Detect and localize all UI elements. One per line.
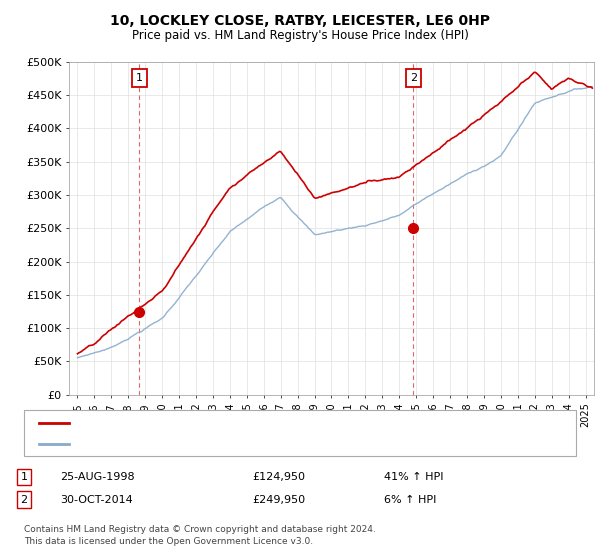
Text: 1: 1 [136,73,143,83]
Text: 30-OCT-2014: 30-OCT-2014 [60,494,133,505]
Text: HPI: Average price, detached house, Hinckley and Bosworth: HPI: Average price, detached house, Hinc… [75,438,388,449]
Text: £249,950: £249,950 [252,494,305,505]
Text: Contains HM Land Registry data © Crown copyright and database right 2024.: Contains HM Land Registry data © Crown c… [24,525,376,534]
Text: 1: 1 [20,472,28,482]
Text: Price paid vs. HM Land Registry's House Price Index (HPI): Price paid vs. HM Land Registry's House … [131,29,469,42]
Text: 10, LOCKLEY CLOSE, RATBY, LEICESTER, LE6 0HP: 10, LOCKLEY CLOSE, RATBY, LEICESTER, LE6… [110,14,490,28]
Text: 2: 2 [410,73,417,83]
Text: 2: 2 [20,494,28,505]
Text: 25-AUG-1998: 25-AUG-1998 [60,472,134,482]
Text: 41% ↑ HPI: 41% ↑ HPI [384,472,443,482]
Text: This data is licensed under the Open Government Licence v3.0.: This data is licensed under the Open Gov… [24,537,313,546]
Text: £124,950: £124,950 [252,472,305,482]
Text: 10, LOCKLEY CLOSE, RATBY, LEICESTER, LE6 0HP (detached house): 10, LOCKLEY CLOSE, RATBY, LEICESTER, LE6… [75,418,424,428]
Text: 6% ↑ HPI: 6% ↑ HPI [384,494,436,505]
